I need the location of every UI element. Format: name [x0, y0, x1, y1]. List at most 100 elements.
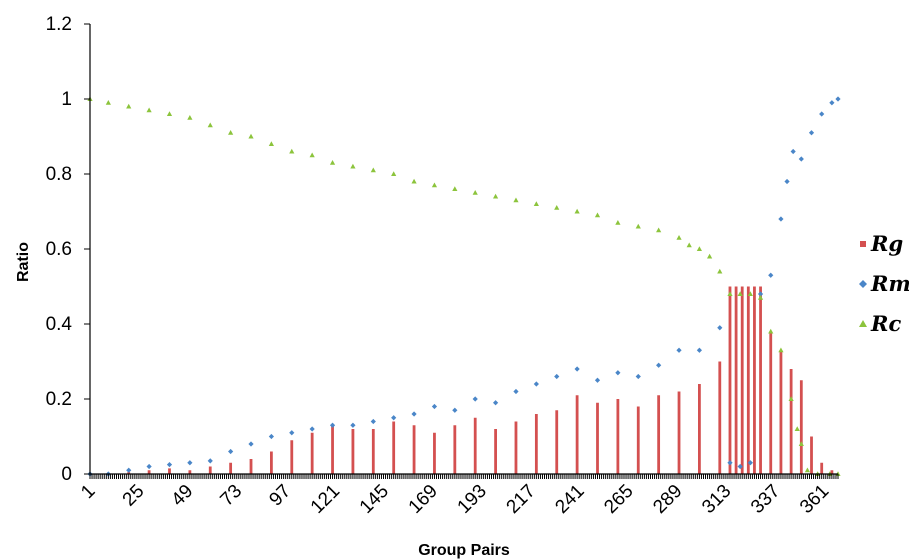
y-tick-label: 0.2 [46, 389, 72, 410]
bar [371, 429, 375, 474]
point [411, 411, 417, 417]
x-tick-label: 73 [216, 481, 246, 511]
point [717, 268, 723, 274]
x-tick-label: 169 [405, 481, 442, 518]
point [391, 415, 397, 421]
point [790, 148, 796, 155]
point [615, 219, 621, 225]
point [574, 208, 580, 214]
point [513, 388, 519, 395]
bar [789, 369, 793, 474]
x-tick-label: 361 [796, 481, 833, 518]
bar [331, 425, 334, 474]
point [727, 460, 733, 466]
x-tick-label: 313 [698, 481, 735, 518]
point [329, 159, 336, 165]
bar [453, 425, 457, 474]
point [635, 223, 641, 229]
bar [810, 436, 813, 474]
bar [473, 417, 477, 474]
point [757, 291, 764, 297]
bar [229, 462, 233, 474]
x-tick-label: 1 [77, 481, 99, 503]
point [187, 114, 193, 120]
y-tick-label: 0 [61, 464, 72, 485]
point [798, 156, 804, 162]
bar [636, 406, 640, 474]
bar [392, 421, 396, 474]
bar [208, 466, 212, 474]
bar [412, 425, 416, 474]
point [835, 96, 841, 102]
bar [596, 402, 599, 474]
x-tick-label: 193 [454, 481, 491, 518]
y-tick-label: 0.4 [46, 314, 73, 335]
x-tick-label: 217 [503, 481, 540, 518]
point [492, 400, 499, 406]
bar [753, 286, 756, 474]
bar [249, 459, 253, 474]
legend-marker-Rg [860, 241, 866, 247]
point [411, 178, 417, 184]
x-tick-label: 145 [356, 481, 393, 518]
bar [698, 384, 701, 474]
point [472, 189, 478, 195]
point [554, 373, 560, 380]
x-axis-title: Group Pairs [418, 542, 510, 559]
point [594, 377, 601, 383]
point [717, 325, 723, 331]
point [431, 403, 438, 410]
point [727, 291, 733, 296]
plot-area [87, 96, 841, 477]
bar [718, 361, 722, 474]
x-tick-marks [89, 474, 839, 479]
point [706, 253, 713, 259]
point [431, 182, 438, 188]
bar [779, 350, 783, 474]
point [370, 418, 376, 425]
point [248, 441, 254, 447]
point [804, 467, 811, 473]
bar [494, 429, 497, 474]
y-tick-label: 1 [61, 89, 72, 110]
point [574, 366, 580, 372]
legend-label-Rm: Rm [870, 271, 909, 296]
point [778, 347, 784, 353]
bar [820, 462, 824, 474]
x-tick-label: 337 [747, 481, 784, 518]
point [819, 111, 825, 117]
point [747, 291, 753, 296]
point [798, 441, 804, 446]
point [635, 373, 641, 380]
point [146, 107, 152, 113]
point [829, 100, 835, 106]
y-tick-label: 0.6 [46, 239, 72, 260]
axes [84, 23, 839, 479]
point [737, 463, 743, 470]
point [146, 463, 152, 470]
bar [188, 470, 192, 474]
x-tick-label: 241 [551, 481, 588, 518]
point [768, 328, 774, 334]
bar [514, 421, 518, 474]
bar [269, 451, 273, 474]
bar [734, 286, 738, 474]
bar [799, 380, 803, 474]
point [228, 448, 234, 455]
point [513, 197, 519, 203]
point [554, 204, 560, 210]
bar [746, 286, 750, 474]
point [126, 103, 132, 109]
bar [168, 468, 171, 474]
bar [534, 414, 538, 474]
point [187, 460, 193, 466]
point [686, 242, 692, 248]
point [289, 430, 295, 436]
bar [310, 432, 314, 474]
point [391, 171, 397, 176]
bar [769, 331, 773, 474]
point [696, 347, 703, 353]
y-tick-labels: 0 0.2 0.4 0.6 0.8 1 1.2 [46, 14, 73, 485]
point [207, 458, 213, 464]
